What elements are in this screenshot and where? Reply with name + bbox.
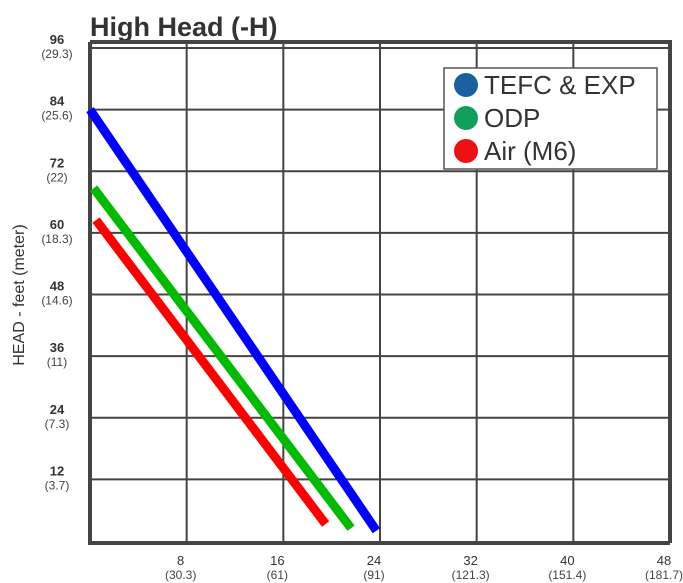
y-axis-label: HEAD - feet (meter) bbox=[11, 224, 28, 365]
y-tick-metric: (18.3) bbox=[41, 232, 72, 246]
y-tick-label: 12 bbox=[50, 463, 64, 478]
y-tick-label: 84 bbox=[50, 94, 65, 109]
y-tick-metric: (3.7) bbox=[45, 478, 70, 492]
x-tick-metric: (91) bbox=[363, 568, 384, 582]
y-tick-label: 36 bbox=[50, 340, 64, 355]
y-tick-label: 60 bbox=[50, 217, 64, 232]
x-tick-label: 48 bbox=[657, 553, 671, 568]
x-tick-label: 32 bbox=[463, 553, 477, 568]
legend-label: ODP bbox=[484, 103, 540, 133]
line-series bbox=[90, 185, 355, 531]
axes-frame bbox=[88, 40, 672, 545]
chart-title: High Head (-H) bbox=[90, 12, 277, 42]
line-series bbox=[92, 217, 330, 527]
y-tick-label: 24 bbox=[50, 402, 65, 417]
x-tick-metric: (30.3) bbox=[165, 568, 196, 582]
legend-label: Air (M6) bbox=[484, 136, 576, 166]
legend-swatch bbox=[454, 106, 478, 130]
x-tick-metric: (61) bbox=[267, 568, 288, 582]
y-tick-label: 48 bbox=[50, 279, 64, 294]
y-tick-metric: (7.3) bbox=[45, 417, 70, 431]
y-tick-metric: (22) bbox=[46, 170, 67, 184]
y-tick-metric: (14.6) bbox=[41, 294, 72, 308]
y-tick-metric: (29.3) bbox=[41, 47, 72, 61]
y-tick-metric: (25.6) bbox=[41, 109, 72, 123]
y-tick-label: 72 bbox=[50, 155, 64, 170]
x-tick-label: 16 bbox=[270, 553, 284, 568]
line-series bbox=[86, 107, 381, 534]
x-tick-metric: (181.7) bbox=[645, 568, 683, 582]
x-tick-metric: (151.4) bbox=[548, 568, 586, 582]
x-tick-label: 8 bbox=[177, 553, 184, 568]
legend-swatch bbox=[454, 73, 478, 97]
legend-box bbox=[443, 67, 658, 170]
x-tick-label: 40 bbox=[560, 553, 574, 568]
legend-swatch bbox=[454, 139, 478, 163]
x-tick-metric: (121.3) bbox=[452, 568, 490, 582]
y-tick-label: 96 bbox=[50, 32, 64, 47]
x-tick-label: 24 bbox=[367, 553, 381, 568]
y-tick-metric: (11) bbox=[47, 355, 67, 369]
legend-label: TEFC & EXP bbox=[484, 70, 636, 100]
